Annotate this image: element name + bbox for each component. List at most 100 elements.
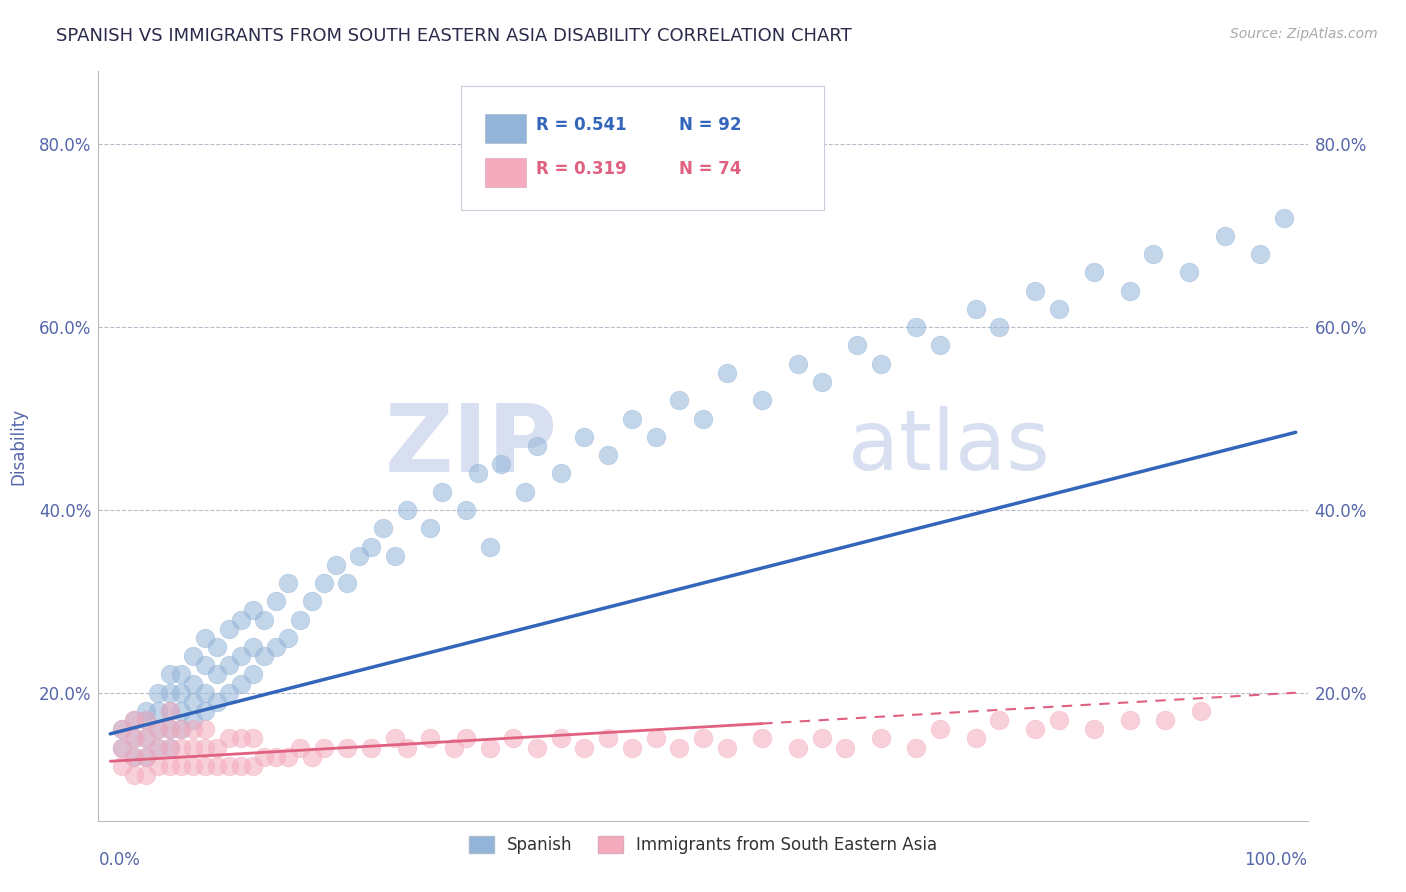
Point <box>360 740 382 755</box>
Point <box>526 740 548 755</box>
Point <box>218 622 240 636</box>
Point <box>325 558 347 572</box>
Point <box>181 759 204 773</box>
Point <box>218 686 240 700</box>
Point <box>170 740 193 755</box>
Point <box>253 649 276 664</box>
Point <box>242 603 264 617</box>
Point <box>869 731 891 746</box>
Point <box>751 393 773 408</box>
Point <box>194 723 217 737</box>
Point <box>620 411 643 425</box>
Point <box>1249 247 1271 261</box>
Point <box>1178 265 1201 279</box>
Point <box>264 594 287 608</box>
Point <box>371 521 394 535</box>
Point <box>253 749 276 764</box>
Point <box>194 704 217 718</box>
Point <box>146 723 169 737</box>
Point <box>1119 713 1142 727</box>
Point <box>146 723 169 737</box>
Point <box>122 749 145 764</box>
Point <box>312 740 335 755</box>
Point <box>395 503 418 517</box>
Text: R = 0.541: R = 0.541 <box>536 116 627 135</box>
Point <box>170 723 193 737</box>
Point <box>1024 284 1046 298</box>
Point <box>205 759 228 773</box>
Point <box>264 749 287 764</box>
Point <box>242 667 264 681</box>
Point <box>301 594 323 608</box>
Point <box>502 731 524 746</box>
Text: N = 92: N = 92 <box>679 116 741 135</box>
Point <box>205 695 228 709</box>
Point <box>253 613 276 627</box>
Point <box>846 338 869 352</box>
Point <box>122 749 145 764</box>
Point <box>905 740 928 755</box>
Point <box>1154 713 1177 727</box>
Point <box>159 686 181 700</box>
Point <box>229 649 252 664</box>
Text: N = 74: N = 74 <box>679 160 741 178</box>
Point <box>810 375 832 389</box>
Point <box>277 576 299 591</box>
Point <box>810 731 832 746</box>
Point <box>146 686 169 700</box>
Text: Source: ZipAtlas.com: Source: ZipAtlas.com <box>1230 27 1378 41</box>
Point <box>135 713 157 727</box>
Point <box>1083 265 1105 279</box>
Point <box>135 749 157 764</box>
Point <box>550 467 572 481</box>
Point <box>181 676 204 690</box>
Point <box>159 740 181 755</box>
Y-axis label: Disability: Disability <box>10 408 28 484</box>
Point <box>111 740 134 755</box>
Point <box>336 576 359 591</box>
Point <box>122 713 145 727</box>
Point <box>988 713 1011 727</box>
Point <box>229 613 252 627</box>
Point <box>229 731 252 746</box>
Text: 0.0%: 0.0% <box>98 851 141 869</box>
Point <box>242 759 264 773</box>
Point <box>598 731 620 746</box>
Point <box>1047 301 1070 316</box>
Point <box>170 686 193 700</box>
Point <box>988 320 1011 334</box>
Point <box>181 695 204 709</box>
Point <box>515 484 537 499</box>
Point <box>301 749 323 764</box>
Point <box>336 740 359 755</box>
Point <box>111 723 134 737</box>
Point <box>668 393 690 408</box>
Point <box>135 768 157 782</box>
Point <box>218 731 240 746</box>
FancyBboxPatch shape <box>485 158 526 186</box>
Point <box>170 667 193 681</box>
Point <box>786 740 808 755</box>
Point <box>288 740 311 755</box>
Point <box>229 676 252 690</box>
Point <box>277 749 299 764</box>
Point <box>135 704 157 718</box>
Point <box>384 731 406 746</box>
Point <box>181 740 204 755</box>
Point <box>194 631 217 645</box>
Point <box>598 448 620 462</box>
Point <box>277 631 299 645</box>
Point <box>419 731 441 746</box>
Point <box>312 576 335 591</box>
Point <box>929 338 952 352</box>
Point <box>491 457 513 471</box>
Point <box>965 301 987 316</box>
Point <box>159 740 181 755</box>
Point <box>965 731 987 746</box>
Point <box>834 740 856 755</box>
Point <box>159 723 181 737</box>
Point <box>574 430 596 444</box>
Point <box>467 467 489 481</box>
Point <box>146 759 169 773</box>
Point <box>1272 211 1295 225</box>
